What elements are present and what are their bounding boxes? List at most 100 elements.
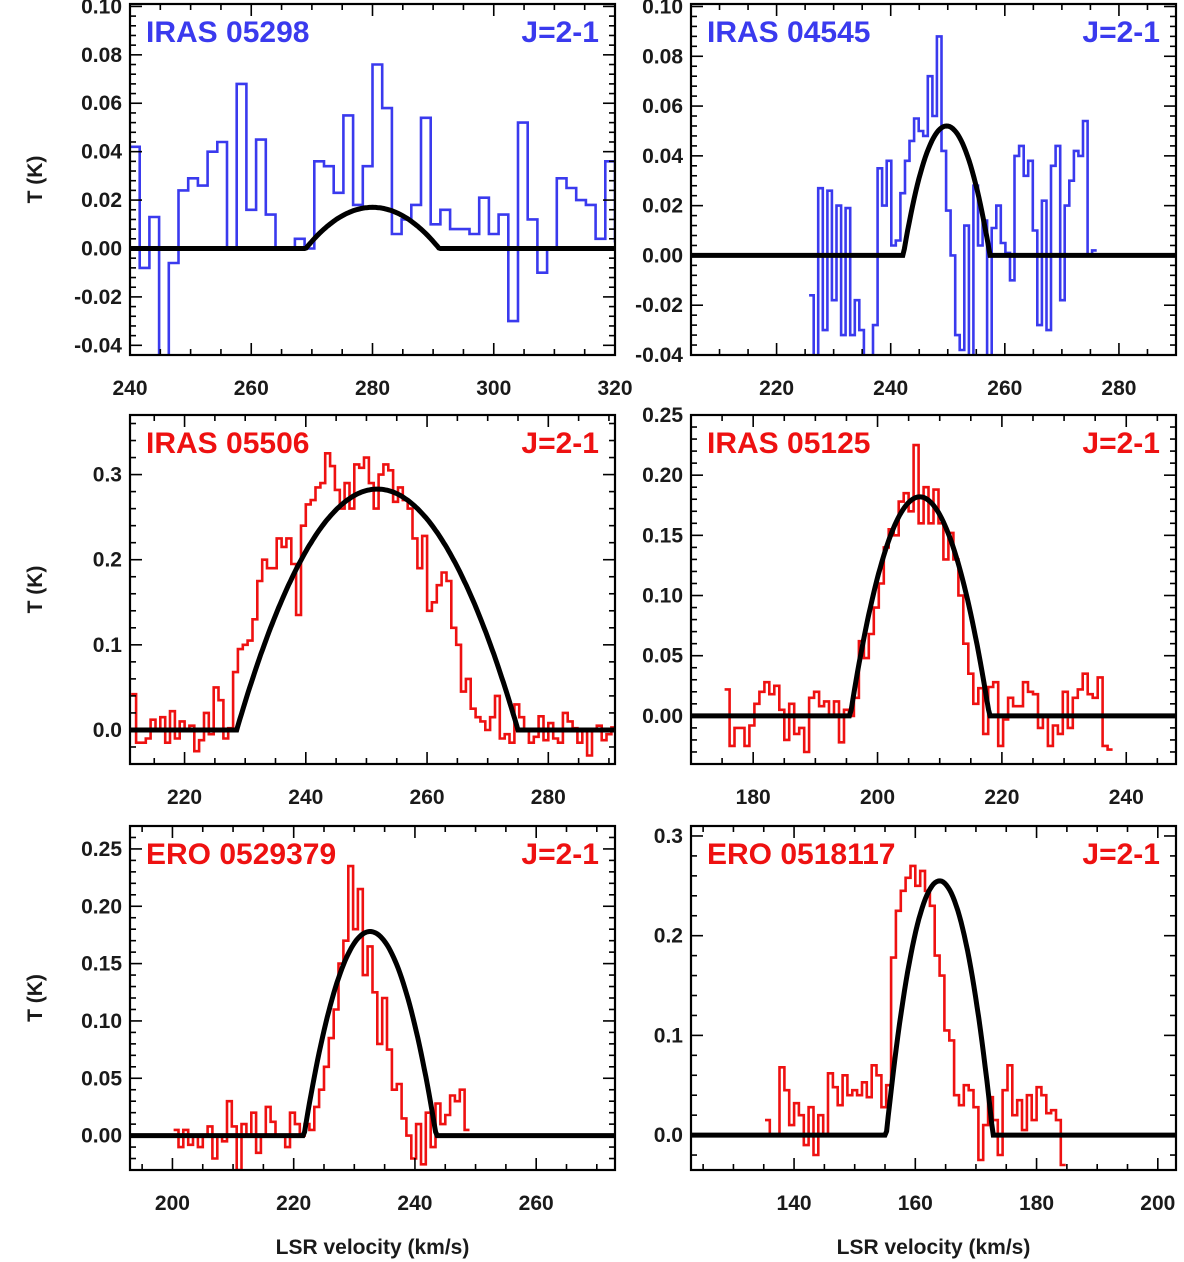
fit-curve xyxy=(691,123,1176,258)
x-tick-label: 320 xyxy=(597,377,632,400)
y-tick-label: 0.25 xyxy=(81,838,122,861)
x-tick-label: 240 xyxy=(397,1192,432,1215)
y-tick-label: -0.02 xyxy=(74,286,122,309)
y-tick-label: -0.04 xyxy=(74,334,122,357)
y-tick-label: 0.0 xyxy=(93,719,122,742)
panel-title: IRAS 04545 xyxy=(707,16,870,49)
x-tick-label: 260 xyxy=(410,786,445,809)
spectrum-line xyxy=(765,864,1066,1167)
spectrum-line xyxy=(131,452,615,757)
plot-frame xyxy=(689,2,1178,357)
x-tick-label: 280 xyxy=(531,786,566,809)
panel-title: ERO 0529379 xyxy=(146,838,336,871)
x-tick-label: 240 xyxy=(873,377,908,400)
transition-label: J=2-1 xyxy=(1082,838,1160,871)
y-tick-label: 0.10 xyxy=(642,0,683,18)
chart-panel-4: 0.00 0.05 0.10 0.15 0.20 0.25 180 200 220 240 IRAS… xyxy=(642,404,1178,809)
x-tick-label: 160 xyxy=(898,1192,933,1215)
y-tick-label: 0.0 xyxy=(654,1124,683,1147)
y-axis-label: T (K) xyxy=(24,156,47,204)
x-tick-label: 280 xyxy=(355,377,390,400)
plot-frame xyxy=(689,824,1178,1172)
x-tick-label: 200 xyxy=(155,1192,190,1215)
spectrum-line xyxy=(173,864,470,1170)
spectrum-line xyxy=(724,443,1113,754)
y-tick-label: 0.05 xyxy=(642,645,683,668)
spectrum-line xyxy=(809,35,1097,355)
y-tick-label: 0.08 xyxy=(81,44,122,67)
fit-curve xyxy=(130,486,615,733)
x-tick-label: 240 xyxy=(112,377,147,400)
x-tick-label: 280 xyxy=(1101,377,1136,400)
y-tick-label: 0.20 xyxy=(81,895,122,918)
x-tick-label: 260 xyxy=(234,377,269,400)
panel-title: IRAS 05125 xyxy=(707,427,870,460)
y-tick-label: 0.00 xyxy=(81,237,122,260)
y-tick-label: 0.2 xyxy=(654,925,683,948)
y-tick-label: 0.08 xyxy=(642,45,683,68)
y-axis-label: T (K) xyxy=(24,974,47,1022)
panel-title: IRAS 05506 xyxy=(146,427,309,460)
y-tick-label: -0.04 xyxy=(635,344,683,367)
y-tick-label: 0.00 xyxy=(642,244,683,267)
plot-frame xyxy=(128,2,617,357)
y-tick-label: 0.10 xyxy=(81,1010,122,1033)
x-tick-label: 200 xyxy=(1140,1192,1175,1215)
y-tick-label: 0.00 xyxy=(81,1125,122,1148)
transition-label: J=2-1 xyxy=(521,427,599,460)
transition-label: J=2-1 xyxy=(1082,427,1160,460)
plot-frame xyxy=(128,824,617,1172)
x-tick-label: 260 xyxy=(519,1192,554,1215)
chart-panel-6: 0.0 0.1 0.2 0.3 140 160 180 200 ERO 0518117 J=2-1… xyxy=(654,824,1178,1259)
y-tick-label: 0.25 xyxy=(642,404,683,427)
y-tick-label: 0.3 xyxy=(93,464,122,487)
x-axis-label: LSR velocity (km/s) xyxy=(837,1236,1031,1259)
y-tick-label: -0.02 xyxy=(635,294,683,317)
y-tick-label: 0.05 xyxy=(81,1067,122,1090)
x-axis-label: LSR velocity (km/s) xyxy=(276,1236,470,1259)
x-tick-label: 240 xyxy=(1109,786,1144,809)
x-tick-label: 220 xyxy=(984,786,1019,809)
y-tick-label: 0.10 xyxy=(642,585,683,608)
spectrum-line xyxy=(130,63,615,355)
x-tick-label: 220 xyxy=(167,786,202,809)
x-tick-label: 220 xyxy=(276,1192,311,1215)
y-tick-label: 0.2 xyxy=(93,549,122,572)
chart-panel-2: -0.04 -0.02 0.00 0.02 0.04 0.06 0.08 0.10 220 240… xyxy=(635,0,1178,400)
x-tick-label: 240 xyxy=(288,786,323,809)
plot-frame xyxy=(689,413,1178,766)
y-tick-label: 0.00 xyxy=(642,705,683,728)
y-tick-label: 0.1 xyxy=(93,634,123,657)
x-tick-label: 180 xyxy=(1019,1192,1054,1215)
x-tick-label: 200 xyxy=(860,786,895,809)
chart-panel-1: -0.04 -0.02 0.00 0.02 0.04 0.06 0.08 0.10 240 260… xyxy=(24,0,633,400)
y-tick-label: 0.15 xyxy=(81,953,122,976)
y-tick-label: 0.10 xyxy=(81,0,122,18)
panel-title: ERO 0518117 xyxy=(707,838,895,871)
chart-panel-3: 0.0 0.1 0.2 0.3 220 240 260 280 IRAS 05506 J=2-1 T… xyxy=(24,413,617,809)
panel-title: IRAS 05298 xyxy=(146,16,309,49)
y-tick-label: 0.06 xyxy=(642,95,683,118)
y-axis-label: T (K) xyxy=(24,566,47,614)
y-tick-label: 0.04 xyxy=(81,141,122,164)
x-tick-label: 300 xyxy=(476,377,511,400)
fit-curve xyxy=(691,494,1176,719)
y-tick-label: 0.06 xyxy=(81,92,122,115)
x-tick-label: 140 xyxy=(777,1192,812,1215)
chart-panel-5: 0.00 0.05 0.10 0.15 0.20 0.25 200 220 240 260 ERO … xyxy=(24,824,617,1259)
y-tick-label: 0.15 xyxy=(642,524,683,547)
x-tick-label: 220 xyxy=(759,377,794,400)
fit-curve xyxy=(691,878,1176,1138)
fit-curve xyxy=(130,204,615,251)
y-tick-label: 0.1 xyxy=(654,1024,684,1047)
plot-frame xyxy=(128,413,617,766)
x-tick-label: 180 xyxy=(736,786,771,809)
fit-curve xyxy=(130,929,615,1139)
y-tick-label: 0.20 xyxy=(642,464,683,487)
y-tick-label: 0.3 xyxy=(654,825,683,848)
transition-label: J=2-1 xyxy=(521,16,599,49)
transition-label: J=2-1 xyxy=(521,838,599,871)
x-tick-label: 260 xyxy=(987,377,1022,400)
y-tick-label: 0.02 xyxy=(642,195,683,218)
